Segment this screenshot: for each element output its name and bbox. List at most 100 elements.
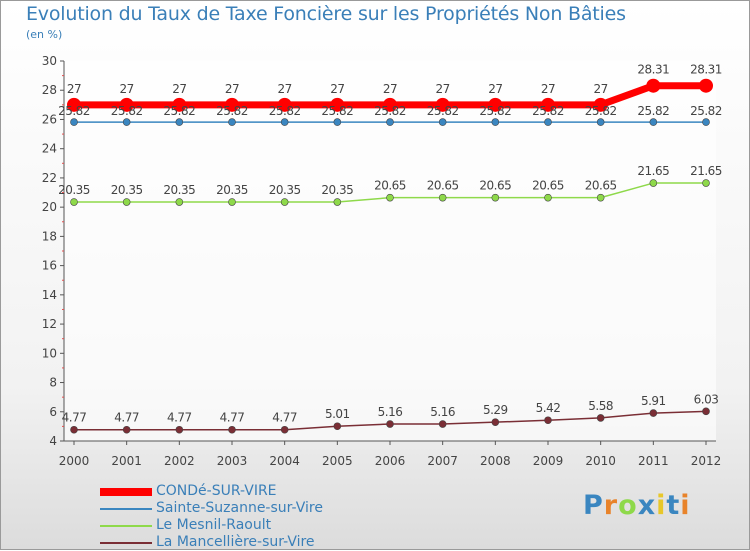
series-point-3	[491, 418, 500, 426]
data-label-1: 25.82	[321, 104, 353, 118]
series-point-3	[228, 425, 236, 434]
series-point-1	[333, 118, 342, 126]
series-point-3	[702, 407, 710, 416]
data-label-1: 25.82	[111, 104, 143, 118]
y-tick-label: 6	[49, 405, 57, 419]
data-label-1: 25.82	[216, 104, 248, 118]
data-label-0: 28.31	[637, 63, 669, 77]
data-label-2: 20.35	[216, 183, 248, 197]
chart-title: Evolution du Taux de Taxe Foncière sur l…	[26, 3, 626, 25]
series-point-1	[702, 118, 710, 126]
series-point-3	[544, 416, 552, 425]
data-label-1: 25.82	[637, 104, 669, 118]
x-tick-label: 2004	[269, 454, 300, 468]
data-label-0: 27	[488, 82, 502, 96]
x-tick-label: 2012	[691, 454, 722, 468]
series-point-2	[491, 193, 500, 202]
series-point-1	[280, 118, 289, 126]
series-point-0	[277, 97, 292, 112]
y-tick-label: 12	[42, 317, 57, 331]
data-label-0: 28.31	[690, 63, 722, 77]
y-tick-label: 10	[42, 346, 57, 360]
data-label-1: 25.82	[585, 104, 617, 118]
data-label-3: 5.01	[325, 407, 350, 421]
series-point-0	[330, 97, 345, 112]
logo-letter: t	[666, 490, 681, 521]
legend-label-mesnil-raoult: Le Mesnil-Raoult	[156, 517, 272, 533]
series-point-1	[596, 118, 605, 126]
series-point-1	[491, 118, 500, 126]
series-point-2	[280, 198, 289, 206]
data-label-1: 25.82	[374, 104, 406, 118]
y-tick-label: 18	[42, 229, 57, 243]
data-label-2: 20.35	[58, 183, 90, 197]
series-point-2	[649, 179, 658, 187]
logo-letter: i	[680, 490, 691, 521]
y-tick-label: 24	[42, 142, 57, 156]
series-point-2	[438, 193, 447, 202]
x-tick-label: 2000	[59, 454, 90, 468]
series-point-2	[702, 179, 710, 187]
y-tick-label: 14	[42, 288, 57, 302]
series-point-3	[70, 425, 78, 434]
data-label-2: 20.35	[163, 183, 195, 197]
unit-label: (en %)	[26, 28, 63, 41]
data-label-1: 25.82	[269, 104, 301, 118]
x-tick-label: 2009	[533, 454, 564, 468]
series-point-2	[70, 198, 78, 206]
series-point-1	[70, 118, 78, 126]
x-tick-label: 2007	[427, 454, 458, 468]
series-point-0	[435, 97, 450, 112]
data-label-2: 20.65	[532, 179, 564, 193]
y-tick-label: 8	[49, 376, 57, 390]
data-label-3: 5.91	[641, 394, 666, 408]
data-label-2: 20.35	[269, 183, 301, 197]
x-tick-label: 2011	[638, 454, 669, 468]
series-point-2	[175, 198, 184, 206]
data-label-0: 27	[436, 82, 450, 96]
x-tick-label: 2005	[322, 454, 353, 468]
data-label-3: 5.58	[588, 399, 613, 413]
series-point-1	[386, 118, 394, 126]
series-point-2	[333, 198, 342, 206]
legend-label-sainte-suzanne: Sainte-Suzanne-sur-Vire	[156, 500, 323, 516]
data-label-1: 25.82	[532, 104, 564, 118]
data-label-3: 4.77	[114, 411, 139, 425]
y-tick-label: 28	[42, 83, 57, 97]
x-tick-label: 2006	[375, 454, 406, 468]
legend-label-conde: CONDé-SUR-VIRE	[156, 483, 277, 499]
data-label-2: 21.65	[637, 164, 669, 178]
y-tick-label: 20	[42, 200, 57, 214]
data-label-2: 20.65	[479, 179, 511, 193]
data-label-0: 27	[541, 82, 555, 96]
data-label-2: 21.65	[690, 164, 722, 178]
series-point-2	[122, 198, 131, 206]
data-label-3: 4.77	[167, 411, 192, 425]
legend-item-manceliere: La Mancellière-sur-Vire	[100, 534, 323, 551]
legend-item-mesnil-raoult: Le Mesnil-Raoult	[100, 517, 323, 534]
series-point-0	[488, 97, 503, 112]
data-label-1: 25.82	[690, 104, 722, 118]
series-point-0	[541, 97, 555, 112]
data-label-2: 20.35	[321, 183, 353, 197]
data-label-1: 25.82	[58, 104, 90, 118]
series-point-3	[175, 425, 184, 434]
legend-label-manceliere: La Mancellière-sur-Vire	[156, 534, 315, 550]
series-point-1	[228, 118, 236, 126]
data-label-2: 20.65	[585, 179, 617, 193]
series-point-0	[699, 78, 713, 93]
data-label-1: 25.82	[427, 104, 459, 118]
legend: CONDé-SUR-VIRE Sainte-Suzanne-sur-Vire L…	[100, 483, 323, 551]
series-point-0	[172, 97, 187, 112]
x-tick-label: 2001	[111, 454, 142, 468]
series-point-0	[225, 97, 239, 112]
x-tick-label: 2010	[585, 454, 616, 468]
data-label-1: 25.82	[163, 104, 195, 118]
data-label-0: 27	[278, 82, 292, 96]
data-label-3: 5.29	[483, 403, 508, 417]
series-point-1	[544, 118, 552, 126]
data-label-1: 25.82	[479, 104, 511, 118]
logo-letter: i	[656, 490, 667, 521]
series-point-0	[593, 97, 608, 112]
